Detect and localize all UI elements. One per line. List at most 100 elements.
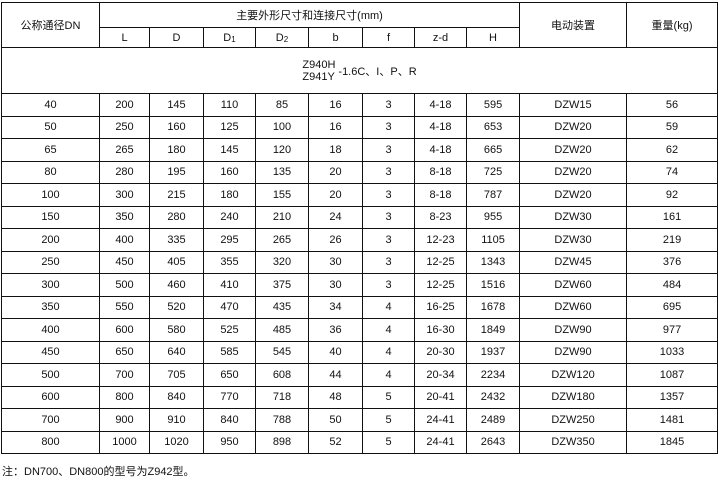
table-cell: 355 xyxy=(203,250,256,274)
table-cell: 580 xyxy=(149,318,204,342)
table-row: 300 500 460 410 375 30 3 12-25 1516 DZW60 484 xyxy=(1,273,718,297)
table-cell: 450 xyxy=(1,340,100,364)
table-cell: 4 xyxy=(362,318,415,342)
table-cell: 4 xyxy=(362,295,415,319)
table-cell: 24-41 xyxy=(414,430,467,454)
table-cell: 59 xyxy=(626,115,718,139)
table-cell: 12-25 xyxy=(414,273,467,297)
table-row: 65 265 180 145 120 18 3 4-18 665 DZW20 62 xyxy=(1,138,718,162)
table-cell: 65 xyxy=(1,138,100,162)
table-cell: 2643 xyxy=(465,430,521,454)
table-cell: 34 xyxy=(308,295,363,319)
table-cell: 695 xyxy=(626,295,718,319)
table-cell: 125 xyxy=(203,115,256,139)
table-cell: DZW20 xyxy=(519,160,628,184)
footnote: 注：DN700、DN800的型号为Z942型。 xyxy=(2,466,195,478)
table-cell: 100 xyxy=(255,115,309,139)
table-cell: 640 xyxy=(149,340,204,364)
table-cell: 215 xyxy=(149,183,204,207)
table-cell: 977 xyxy=(626,318,718,342)
table-cell: 200 xyxy=(99,93,150,117)
table-cell: 725 xyxy=(465,160,521,184)
column-header: H xyxy=(465,27,521,48)
header-actuator: 电动装置 xyxy=(519,2,628,48)
column-header-label: D xyxy=(172,31,181,44)
table-cell: 500 xyxy=(1,363,100,387)
table-cell: DZW90 xyxy=(519,340,628,364)
valve-spec-table: 公称通径DN 主要外形尺寸和连接尺寸(mm) 电动装置 重量(kg) L D D1 D… xyxy=(0,2,718,454)
table-cell: 8-18 xyxy=(414,160,467,184)
model-suffix: -1.6C、I、P、R xyxy=(338,65,417,78)
table-cell: 74 xyxy=(626,160,718,184)
table-cell: 700 xyxy=(99,363,150,387)
table-cell: 48 xyxy=(308,385,363,409)
table-cell: DZW60 xyxy=(519,273,628,297)
table-cell: DZW20 xyxy=(519,115,628,139)
table-cell: 665 xyxy=(465,138,521,162)
table-cell: 1087 xyxy=(626,363,718,387)
table-cell: DZW180 xyxy=(519,385,628,409)
table-cell: 24 xyxy=(308,205,363,229)
table-cell: 3 xyxy=(362,160,415,184)
table-cell: 40 xyxy=(1,93,100,117)
table-cell: 950 xyxy=(203,430,256,454)
table-cell: 145 xyxy=(203,138,256,162)
table-cell: 195 xyxy=(149,160,204,184)
table-cell: 5 xyxy=(362,408,415,432)
table-cell: 16-30 xyxy=(414,318,467,342)
table-cell: 265 xyxy=(255,228,309,252)
table-cell: 1516 xyxy=(465,273,521,297)
column-header-label: L xyxy=(121,31,128,44)
table-cell: 4 xyxy=(362,363,415,387)
column-header-label: D xyxy=(275,31,284,44)
table-cell: 450 xyxy=(99,250,150,274)
table-cell: 250 xyxy=(99,115,150,139)
table-cell: 12-23 xyxy=(414,228,467,252)
table-cell: 350 xyxy=(99,205,150,229)
table-cell: DZW45 xyxy=(519,250,628,274)
table-cell: 898 xyxy=(255,430,309,454)
table-cell: 16 xyxy=(308,93,363,117)
table-cell: 400 xyxy=(1,318,100,342)
table-cell: 800 xyxy=(99,385,150,409)
table-cell: 145 xyxy=(149,93,204,117)
table-cell: 85 xyxy=(255,93,309,117)
table-cell: 62 xyxy=(626,138,718,162)
table-cell: 485 xyxy=(255,318,309,342)
table-cell: 280 xyxy=(99,160,150,184)
model-line-1: Z940H xyxy=(302,58,336,71)
table-cell: 1033 xyxy=(626,340,718,364)
table-cell: 30 xyxy=(308,273,363,297)
table-cell: 92 xyxy=(626,183,718,207)
table-cell: 435 xyxy=(255,295,309,319)
table-cell: 160 xyxy=(203,160,256,184)
column-header: L xyxy=(99,27,150,48)
table-cell: 335 xyxy=(149,228,204,252)
table-row: 100 300 215 180 155 20 3 8-18 787 DZW20 92 xyxy=(1,183,718,207)
table-cell: 150 xyxy=(1,205,100,229)
table-cell: 650 xyxy=(203,363,256,387)
table-row: 600 800 840 770 718 48 5 20-41 2432 DZW180 1357 xyxy=(1,385,718,409)
model-line-2: Z941Y xyxy=(302,70,335,83)
table-cell: 40 xyxy=(308,340,363,364)
column-header-subscript: 2 xyxy=(283,34,289,44)
table-cell: 250 xyxy=(1,250,100,274)
table-cell: 30 xyxy=(308,250,363,274)
table-cell: 110 xyxy=(203,93,256,117)
table-cell: 50 xyxy=(1,115,100,139)
table-cell: 20-30 xyxy=(414,340,467,364)
table-cell: 545 xyxy=(255,340,309,364)
table-cell: 788 xyxy=(255,408,309,432)
table-cell: 595 xyxy=(465,93,521,117)
table-row: 250 450 405 355 320 30 3 12-25 1343 DZW45 376 xyxy=(1,250,718,274)
table-cell: DZW60 xyxy=(519,295,628,319)
table-cell: 240 xyxy=(203,205,256,229)
table-cell: DZW20 xyxy=(519,138,628,162)
header-dimensions-group: 主要外形尺寸和连接尺寸(mm) xyxy=(98,2,521,28)
table-cell: 3 xyxy=(362,183,415,207)
table-cell: 12-25 xyxy=(414,250,467,274)
column-header: f xyxy=(362,27,415,48)
table-cell: 470 xyxy=(203,295,256,319)
table-cell: 650 xyxy=(99,340,150,364)
table-cell: 24-41 xyxy=(414,408,467,432)
